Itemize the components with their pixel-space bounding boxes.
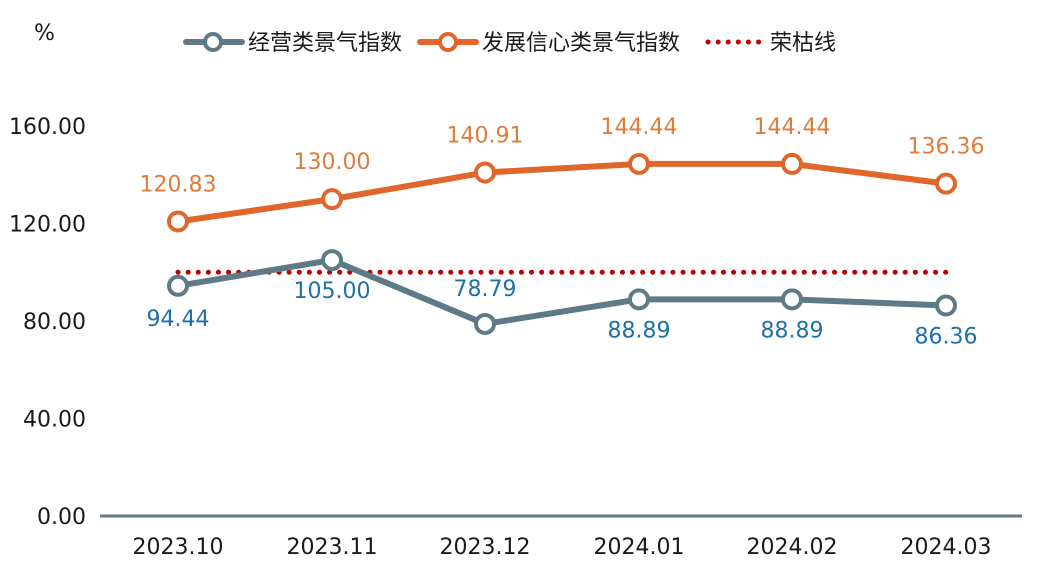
data-label-series-2: 140.91: [447, 124, 524, 149]
legend: 经营类景气指数 发展信心类景气指数 荣枯线: [183, 31, 836, 56]
x-tick-label: 2023.12: [440, 535, 531, 560]
legend-item-series-2: 发展信心类景气指数: [417, 31, 680, 56]
x-tick-label: 2024.02: [747, 535, 838, 560]
data-label-series-2: 144.44: [601, 115, 678, 140]
data-label-series-1: 86.36: [915, 324, 978, 349]
data-label-series-1: 105.00: [294, 279, 371, 304]
data-point-series-1: [474, 312, 496, 335]
legend-item-series-1: 经营类景气指数: [183, 31, 402, 56]
y-tick-label: 160.00: [9, 115, 86, 140]
data-label-series-2: 130.00: [294, 150, 371, 175]
data-label-series-2: 136.36: [908, 135, 985, 160]
legend-marker-series-2: [438, 32, 458, 52]
data-point-series-1: [935, 294, 957, 317]
data-point-series-2: [167, 210, 189, 233]
y-unit-label: %: [34, 21, 55, 46]
legend-label-series-1: 经营类景气指数: [248, 31, 402, 56]
data-label-series-2: 120.83: [140, 172, 217, 197]
x-tick-label: 2023.11: [287, 535, 378, 560]
data-point-series-1: [781, 288, 803, 311]
data-point-series-2: [628, 152, 650, 175]
data-point-series-2: [321, 188, 343, 211]
data-label-series-2: 144.44: [754, 115, 831, 140]
series-layer: [167, 152, 957, 335]
data-label-series-1: 88.89: [761, 318, 824, 343]
legend-label-series-3: 荣枯线: [770, 31, 836, 56]
data-point-series-1: [628, 288, 650, 311]
x-tick-label: 2023.10: [133, 535, 224, 560]
x-axis-ticks: 2023.10 2023.11 2023.12 2024.01 2024.02 2024.…: [133, 535, 992, 560]
data-point-series-2: [935, 172, 957, 195]
data-point-series-2: [474, 161, 496, 184]
legend-item-series-3: 荣枯线: [705, 31, 836, 56]
data-point-series-1: [321, 249, 343, 272]
legend-marker-series-1: [203, 32, 223, 52]
series-line-2: [175, 160, 949, 225]
y-tick-label: 80.00: [23, 310, 86, 335]
data-labels: 94.44 105.00 78.79 88.89 88.89 86.36 120.83 130…: [140, 115, 985, 350]
y-tick-label: 0.00: [37, 505, 86, 530]
data-label-series-1: 94.44: [147, 307, 210, 332]
data-label-series-1: 78.79: [454, 277, 517, 302]
series-line-1: [175, 257, 949, 327]
data-label-series-1: 88.89: [608, 318, 671, 343]
data-point-series-2: [781, 152, 803, 175]
x-tick-label: 2024.01: [594, 535, 685, 560]
y-axis-ticks: 0.00 40.00 80.00 120.00 160.00: [9, 115, 86, 530]
data-point-series-1: [167, 274, 189, 297]
y-tick-label: 40.00: [23, 408, 86, 433]
legend-label-series-2: 发展信心类景气指数: [482, 31, 680, 56]
x-tick-label: 2024.03: [901, 535, 992, 560]
y-tick-label: 120.00: [9, 213, 86, 238]
